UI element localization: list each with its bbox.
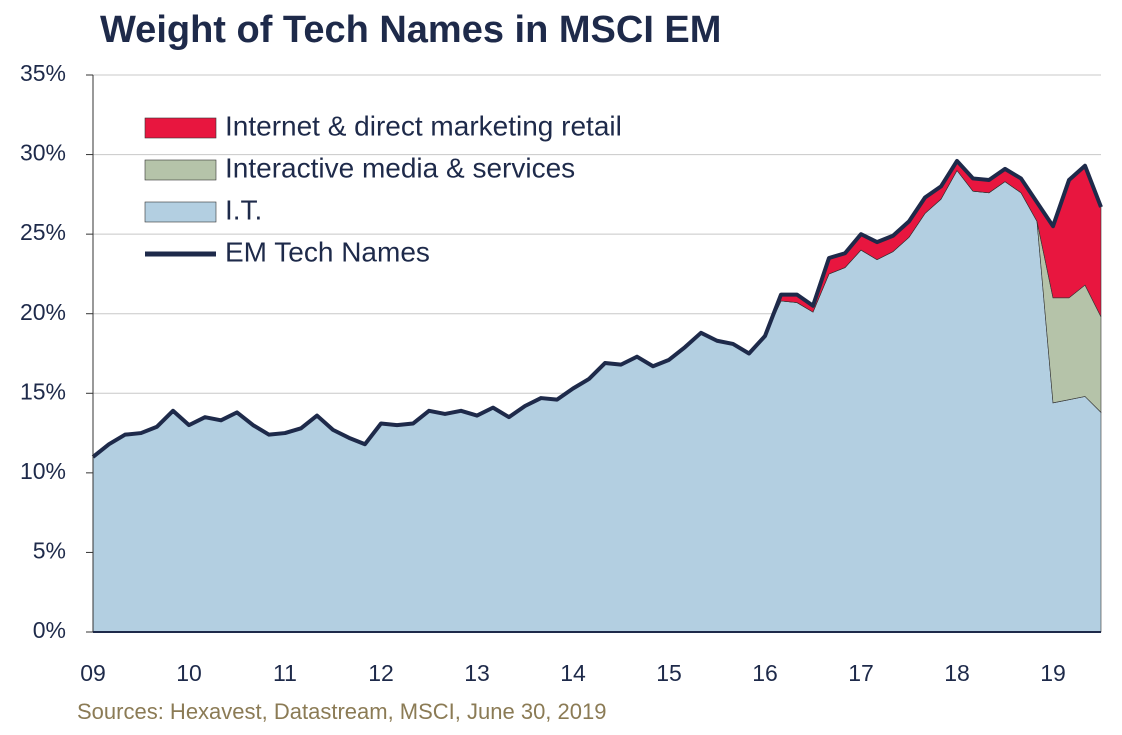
y-tick-label: 15% [20, 378, 66, 404]
y-tick-label: 35% [20, 60, 66, 86]
legend-swatch [144, 201, 217, 223]
x-tick-label: 15 [656, 660, 682, 686]
y-tick-label: 10% [20, 458, 66, 484]
x-tick-label: 09 [80, 660, 106, 686]
legend-label: EM Tech Names [225, 236, 430, 267]
x-tick-label: 18 [944, 660, 970, 686]
x-tick-label: 16 [752, 660, 778, 686]
legend-swatch [144, 117, 217, 139]
y-tick-label: 20% [20, 299, 66, 325]
x-tick-label: 12 [368, 660, 394, 686]
x-tick-label: 17 [848, 660, 874, 686]
x-tick-label: 14 [560, 660, 586, 686]
legend-swatch [144, 159, 217, 181]
y-tick-label: 0% [33, 617, 66, 643]
x-tick-label: 10 [176, 660, 202, 686]
y-tick-label: 5% [33, 538, 66, 564]
x-tick-label: 19 [1040, 660, 1066, 686]
x-tick-label: 13 [464, 660, 490, 686]
line [91, 158, 1103, 459]
legend-label: I.T. [225, 194, 262, 225]
source-note: Sources: Hexavest, Datastream, MSCI, Jun… [77, 699, 606, 724]
chart-title: Weight of Tech Names in MSCI EM [100, 9, 721, 51]
x-tick-label: 11 [273, 660, 297, 686]
legend-label: Interactive media & services [225, 152, 575, 183]
y-tick-label: 25% [20, 219, 66, 245]
y-tick-label: 30% [20, 140, 66, 166]
legend-label: Internet & direct marketing retail [225, 110, 622, 141]
